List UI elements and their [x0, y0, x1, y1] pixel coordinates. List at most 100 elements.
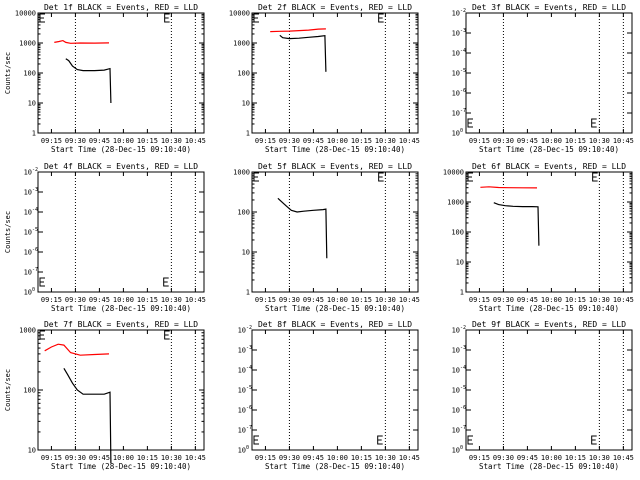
y-tick-exponent: 0 [32, 287, 35, 293]
bracket-marker [39, 277, 45, 287]
y-tick-label: 1000 [447, 199, 464, 207]
y-tick-label: 10 [24, 169, 32, 177]
x-tick-label: 10:30 [589, 296, 610, 304]
y-tick-exponent: -2 [460, 8, 466, 14]
bracket-marker [377, 435, 383, 445]
x-tick-label: 09:30 [493, 296, 514, 304]
bracket-marker [378, 172, 384, 182]
series-line-1 [54, 39, 110, 44]
series-line-1 [277, 197, 328, 259]
bracket-marker [253, 435, 259, 445]
x-axis-label: Start Time (28-Dec-15 09:10:40) [479, 145, 619, 154]
plot-frame [465, 12, 633, 134]
y-tick-exponent: -3 [32, 187, 38, 193]
series-line-2 [493, 202, 540, 246]
y-tick-label: 10 [24, 229, 32, 237]
x-tick-label: 10:45 [399, 296, 420, 304]
y-tick-exponent: -4 [460, 48, 466, 54]
y-tick-exponent: -2 [32, 167, 38, 173]
y-tick-label: 10000 [443, 169, 464, 177]
y-tick-label: 10 [452, 367, 460, 375]
y-tick-exponent: -4 [246, 365, 252, 371]
y-tick-label: 10 [242, 100, 250, 108]
y-tick-exponent: -7 [460, 108, 466, 114]
x-tick-label: 09:45 [517, 454, 538, 462]
y-tick-label: 100 [237, 209, 250, 217]
bracket-marker [467, 435, 473, 445]
y-tick-exponent: -5 [32, 227, 38, 233]
y-tick-label: 10 [452, 387, 460, 395]
x-tick-label: 10:45 [613, 296, 634, 304]
x-tick-label: 09:45 [89, 454, 110, 462]
y-tick-label: 10 [24, 189, 32, 197]
x-tick-label: 10:45 [185, 454, 206, 462]
y-tick-exponent: -5 [460, 68, 466, 74]
y-tick-exponent: -6 [246, 405, 252, 411]
y-tick-label: 10 [452, 407, 460, 415]
chart-title: Det 7f BLACK = Events, RED = LLD [44, 320, 198, 329]
y-axis-label: Counts/sec [4, 211, 12, 253]
x-axis-label: Start Time (28-Dec-15 09:10:40) [51, 145, 191, 154]
x-tick-label: 09:45 [303, 454, 324, 462]
chart-title: Det 1f BLACK = Events, RED = LLD [44, 3, 198, 12]
y-tick-label: 10000 [229, 10, 250, 18]
x-tick-label: 10:15 [565, 454, 586, 462]
x-tick-label: 10:00 [113, 454, 134, 462]
y-tick-label: 1000 [19, 327, 36, 335]
x-tick-label: 09:15 [469, 137, 490, 145]
x-axis-label: Start Time (28-Dec-15 09:10:40) [479, 462, 619, 471]
x-tick-label: 09:45 [517, 296, 538, 304]
y-axis-label: Counts/sec [4, 369, 12, 411]
bracket-marker [164, 13, 170, 23]
y-tick-exponent: -6 [32, 247, 38, 253]
y-tick-label: 10 [452, 10, 460, 18]
bracket-marker [253, 172, 259, 182]
x-tick-label: 10:15 [137, 137, 158, 145]
y-tick-label: 10 [238, 387, 246, 395]
bracket-marker [164, 330, 170, 340]
y-tick-label: 100 [237, 70, 250, 78]
x-tick-label: 10:00 [113, 296, 134, 304]
bracket-marker [591, 118, 597, 128]
y-tick-exponent: -2 [246, 325, 252, 331]
plot-frame [465, 171, 633, 293]
x-tick-label: 09:45 [303, 296, 324, 304]
y-tick-exponent: -7 [246, 425, 252, 431]
y-tick-label: 10 [238, 407, 246, 415]
y-tick-label: 10 [452, 427, 460, 435]
x-tick-label: 09:30 [65, 137, 86, 145]
x-tick-label: 09:15 [255, 454, 276, 462]
x-tick-label: 10:00 [541, 296, 562, 304]
x-tick-label: 09:30 [493, 137, 514, 145]
x-axis-label: Start Time (28-Dec-15 09:10:40) [51, 304, 191, 313]
y-tick-label: 10 [238, 427, 246, 435]
x-axis-label: Start Time (28-Dec-15 09:10:40) [479, 304, 619, 313]
y-tick-label: 10 [452, 327, 460, 335]
series-line-2 [279, 34, 327, 72]
y-tick-exponent: -7 [32, 267, 38, 273]
plot-frame [251, 329, 419, 451]
x-tick-label: 10:45 [399, 454, 420, 462]
y-tick-label: 10 [452, 90, 460, 98]
x-tick-label: 10:45 [185, 137, 206, 145]
x-tick-label: 09:15 [469, 296, 490, 304]
chart-title: Det 9f BLACK = Events, RED = LLD [472, 320, 626, 329]
y-tick-label: 10 [238, 327, 246, 335]
x-tick-label: 10:15 [351, 137, 372, 145]
x-tick-label: 10:30 [589, 137, 610, 145]
y-tick-label: 10 [28, 100, 36, 108]
chart-title: Det 6f BLACK = Events, RED = LLD [472, 162, 626, 171]
plot-frame [37, 171, 205, 293]
plot-frame [37, 12, 205, 134]
plot-frame [465, 329, 633, 451]
x-tick-label: 09:30 [65, 454, 86, 462]
plot-frame [251, 171, 419, 293]
series-line-2 [63, 367, 112, 464]
y-tick-label: 10 [452, 110, 460, 118]
series-line-1 [270, 28, 326, 33]
